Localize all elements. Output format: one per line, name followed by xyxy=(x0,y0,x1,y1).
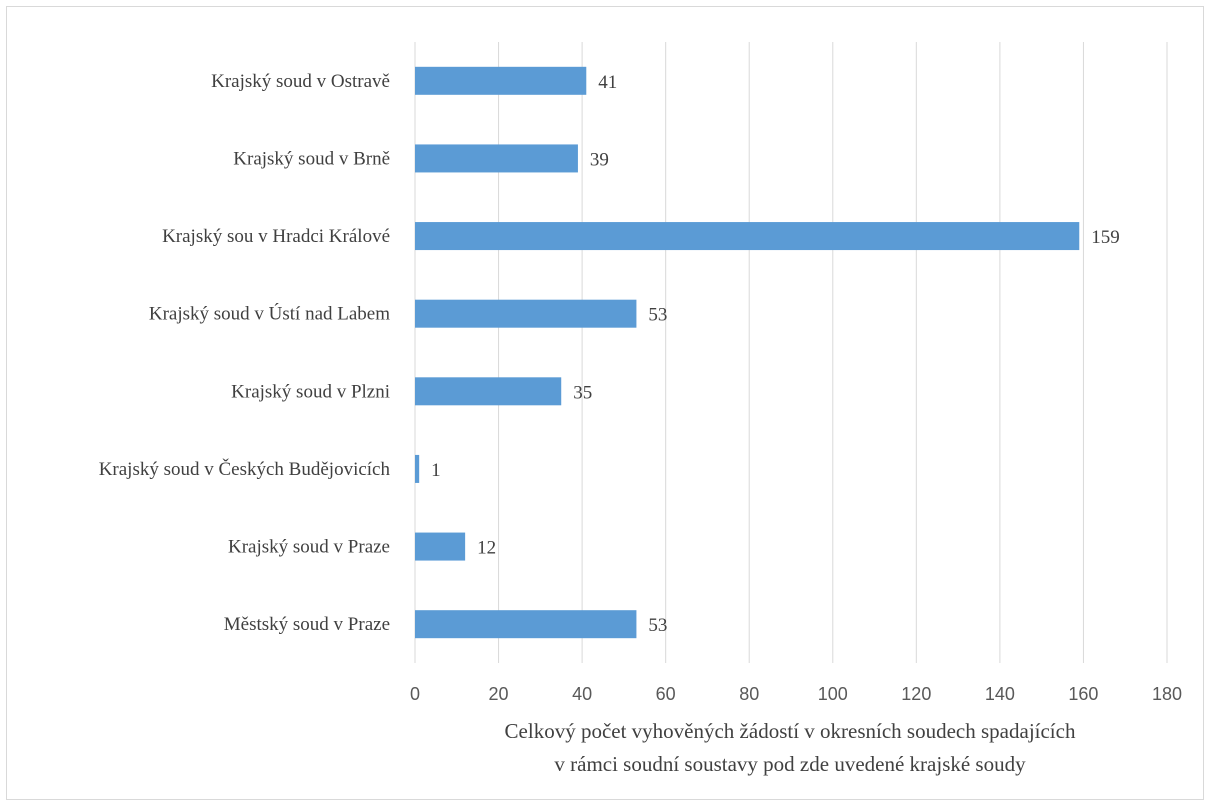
category-label: Krajský soud v Plzni xyxy=(231,381,390,402)
x-tick-label: 0 xyxy=(410,684,420,704)
category-label: Krajský soud v Českých Budějovicích xyxy=(99,458,391,480)
category-label: Krajský sou v Hradci Králové xyxy=(162,226,390,247)
x-tick-label: 40 xyxy=(572,684,592,704)
x-tick-label: 20 xyxy=(489,684,509,704)
category-label: Městský soud v Praze xyxy=(224,614,390,635)
data-label: 39 xyxy=(590,149,609,170)
x-tick-label: 80 xyxy=(739,684,759,704)
data-label: 35 xyxy=(573,382,592,403)
category-label: Krajský soud v Ústí nad Labem xyxy=(149,303,390,325)
gridlines xyxy=(414,42,1168,663)
bar xyxy=(415,454,420,483)
bar xyxy=(415,610,637,639)
bar xyxy=(415,377,562,406)
bar xyxy=(415,66,587,95)
data-label: 41 xyxy=(598,72,617,93)
category-label: Krajský soud v Praze xyxy=(228,537,390,558)
x-tick-label: 100 xyxy=(818,684,848,704)
x-tick-label: 120 xyxy=(901,684,931,704)
data-label: 53 xyxy=(648,305,667,326)
bar xyxy=(415,532,466,561)
category-label: Krajský soud v Ostravě xyxy=(211,71,390,92)
x-axis-title-line-1: Celkový počet vyhověných žádostí v okres… xyxy=(505,719,1076,743)
data-label: 1 xyxy=(431,460,441,481)
data-label: 12 xyxy=(477,538,496,559)
x-tick-label: 180 xyxy=(1152,684,1182,704)
x-tick-label: 160 xyxy=(1068,684,1098,704)
bar xyxy=(415,299,637,328)
x-tick-labels: 0 20 40 60 80 100 120 140 160 180 xyxy=(410,684,1182,704)
bar xyxy=(415,144,578,173)
data-label: 159 xyxy=(1091,227,1120,248)
data-labels: 41 39 159 53 35 1 12 53 xyxy=(431,72,1120,636)
category-label: Krajský soud v Brně xyxy=(233,148,390,169)
x-axis-title-line-2: v rámci soudní soustavy pod zde uvedené … xyxy=(554,752,1026,776)
chart-frame xyxy=(6,6,1204,800)
x-tick-label: 140 xyxy=(985,684,1015,704)
bars xyxy=(415,66,1080,639)
bar xyxy=(415,222,1080,251)
x-tick-label: 60 xyxy=(656,684,676,704)
category-labels: Krajský soud v Ostravě Krajský soud v Brn… xyxy=(99,71,391,635)
data-label: 53 xyxy=(648,615,667,636)
